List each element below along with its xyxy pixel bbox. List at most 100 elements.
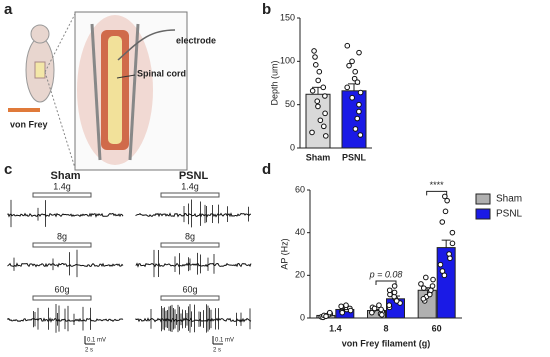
data-point <box>344 84 350 91</box>
legend-swatch <box>475 208 491 220</box>
stimulus-bar <box>32 192 92 198</box>
data-point <box>442 208 449 215</box>
electrode-wire <box>117 29 176 61</box>
data-point <box>316 68 323 75</box>
data-point <box>347 307 354 314</box>
data-point <box>317 117 324 124</box>
data-point <box>323 313 329 320</box>
data-point <box>339 309 346 316</box>
data-point <box>344 42 351 49</box>
data-point <box>439 219 446 225</box>
trace <box>7 317 124 323</box>
data-point <box>449 240 456 247</box>
scale-label: 0.1 mV <box>215 338 234 344</box>
retractor <box>128 23 140 161</box>
data-point <box>378 306 384 313</box>
x-tick-label: PSNL <box>342 152 367 162</box>
trace <box>7 212 124 218</box>
data-point <box>320 84 327 91</box>
pointer <box>116 74 136 79</box>
data-point <box>322 110 328 117</box>
data-point <box>322 93 328 99</box>
trace <box>135 212 251 218</box>
legend-label: Sham <box>496 194 522 205</box>
trace <box>7 262 124 268</box>
data-point <box>311 48 317 54</box>
data-point <box>312 62 319 68</box>
stimulus-label: 1.4g <box>53 181 71 191</box>
data-point <box>315 77 321 84</box>
trace <box>135 317 252 323</box>
y-tick-label: 40 <box>295 227 305 237</box>
panel-label: b <box>262 1 271 18</box>
x-tick-label: 1.4 <box>329 323 342 333</box>
bracket <box>426 190 448 196</box>
data-point <box>420 296 427 302</box>
retractor <box>90 23 102 161</box>
data-point <box>354 115 361 122</box>
stimulus-label: 8g <box>57 231 67 241</box>
stimulus-label: 1.4g <box>181 181 199 191</box>
zoom-line <box>44 71 76 169</box>
data-point <box>426 291 433 298</box>
data-point <box>320 123 327 130</box>
panel-label: c <box>4 161 12 178</box>
data-point <box>386 287 393 294</box>
data-point <box>357 132 364 138</box>
y-tick-label: 100 <box>280 56 295 66</box>
mouse-head <box>30 24 50 44</box>
y-axis-label: Depth (um) <box>269 60 279 105</box>
data-point <box>429 283 436 289</box>
data-point <box>444 197 450 204</box>
y-tick-label: 60 <box>295 184 305 194</box>
data-point <box>437 261 444 268</box>
scale-label: 2 s <box>85 348 93 354</box>
data-point <box>420 285 427 291</box>
data-point <box>430 276 436 283</box>
data-point <box>376 302 382 309</box>
data-point <box>309 129 315 136</box>
x-tick-label: 60 <box>432 323 442 333</box>
group-header: Sham <box>51 170 81 182</box>
stimulus-bar <box>160 242 220 248</box>
illustration <box>8 11 188 171</box>
data-point <box>418 281 424 287</box>
data-point <box>349 58 355 65</box>
y-tick-label: 0 <box>290 142 295 152</box>
data-point <box>447 255 453 262</box>
data-point <box>379 312 385 318</box>
callout: Spinal cord <box>137 68 186 78</box>
y-tick-label: 0 <box>300 312 305 322</box>
data-point <box>351 75 358 82</box>
bracket <box>375 280 397 285</box>
data-point <box>322 133 329 139</box>
x-tick-label: Sham <box>306 152 331 162</box>
x-axis-label: von Frey filament (g) <box>342 338 431 348</box>
data-point <box>309 88 316 94</box>
data-point <box>346 62 352 69</box>
data-point <box>314 98 321 104</box>
data-point <box>349 94 355 101</box>
annotation: p = 0.08 <box>369 269 403 279</box>
callout: von Frey <box>10 119 48 129</box>
annotation: **** <box>430 180 445 190</box>
data-point <box>423 274 429 281</box>
panel-label: d <box>262 161 271 178</box>
spinal-cord <box>108 36 122 144</box>
stimulus-bar <box>32 242 92 248</box>
stimulus-label: 8g <box>185 231 195 241</box>
data-point <box>449 229 456 236</box>
legend-label: PSNL <box>496 209 523 220</box>
data-point <box>439 268 446 274</box>
y-axis-label: AP (Hz) <box>279 238 289 269</box>
scale-label: 2 s <box>213 348 221 354</box>
stimulus-label: 60g <box>54 284 69 294</box>
scale-label: 0.1 mV <box>87 338 106 344</box>
data-point <box>442 193 448 200</box>
y-tick-label: 20 <box>295 270 305 280</box>
data-point <box>356 108 362 115</box>
panel-label: a <box>4 1 13 18</box>
data-point <box>312 54 318 60</box>
stimulus-label: 60g <box>182 284 197 294</box>
